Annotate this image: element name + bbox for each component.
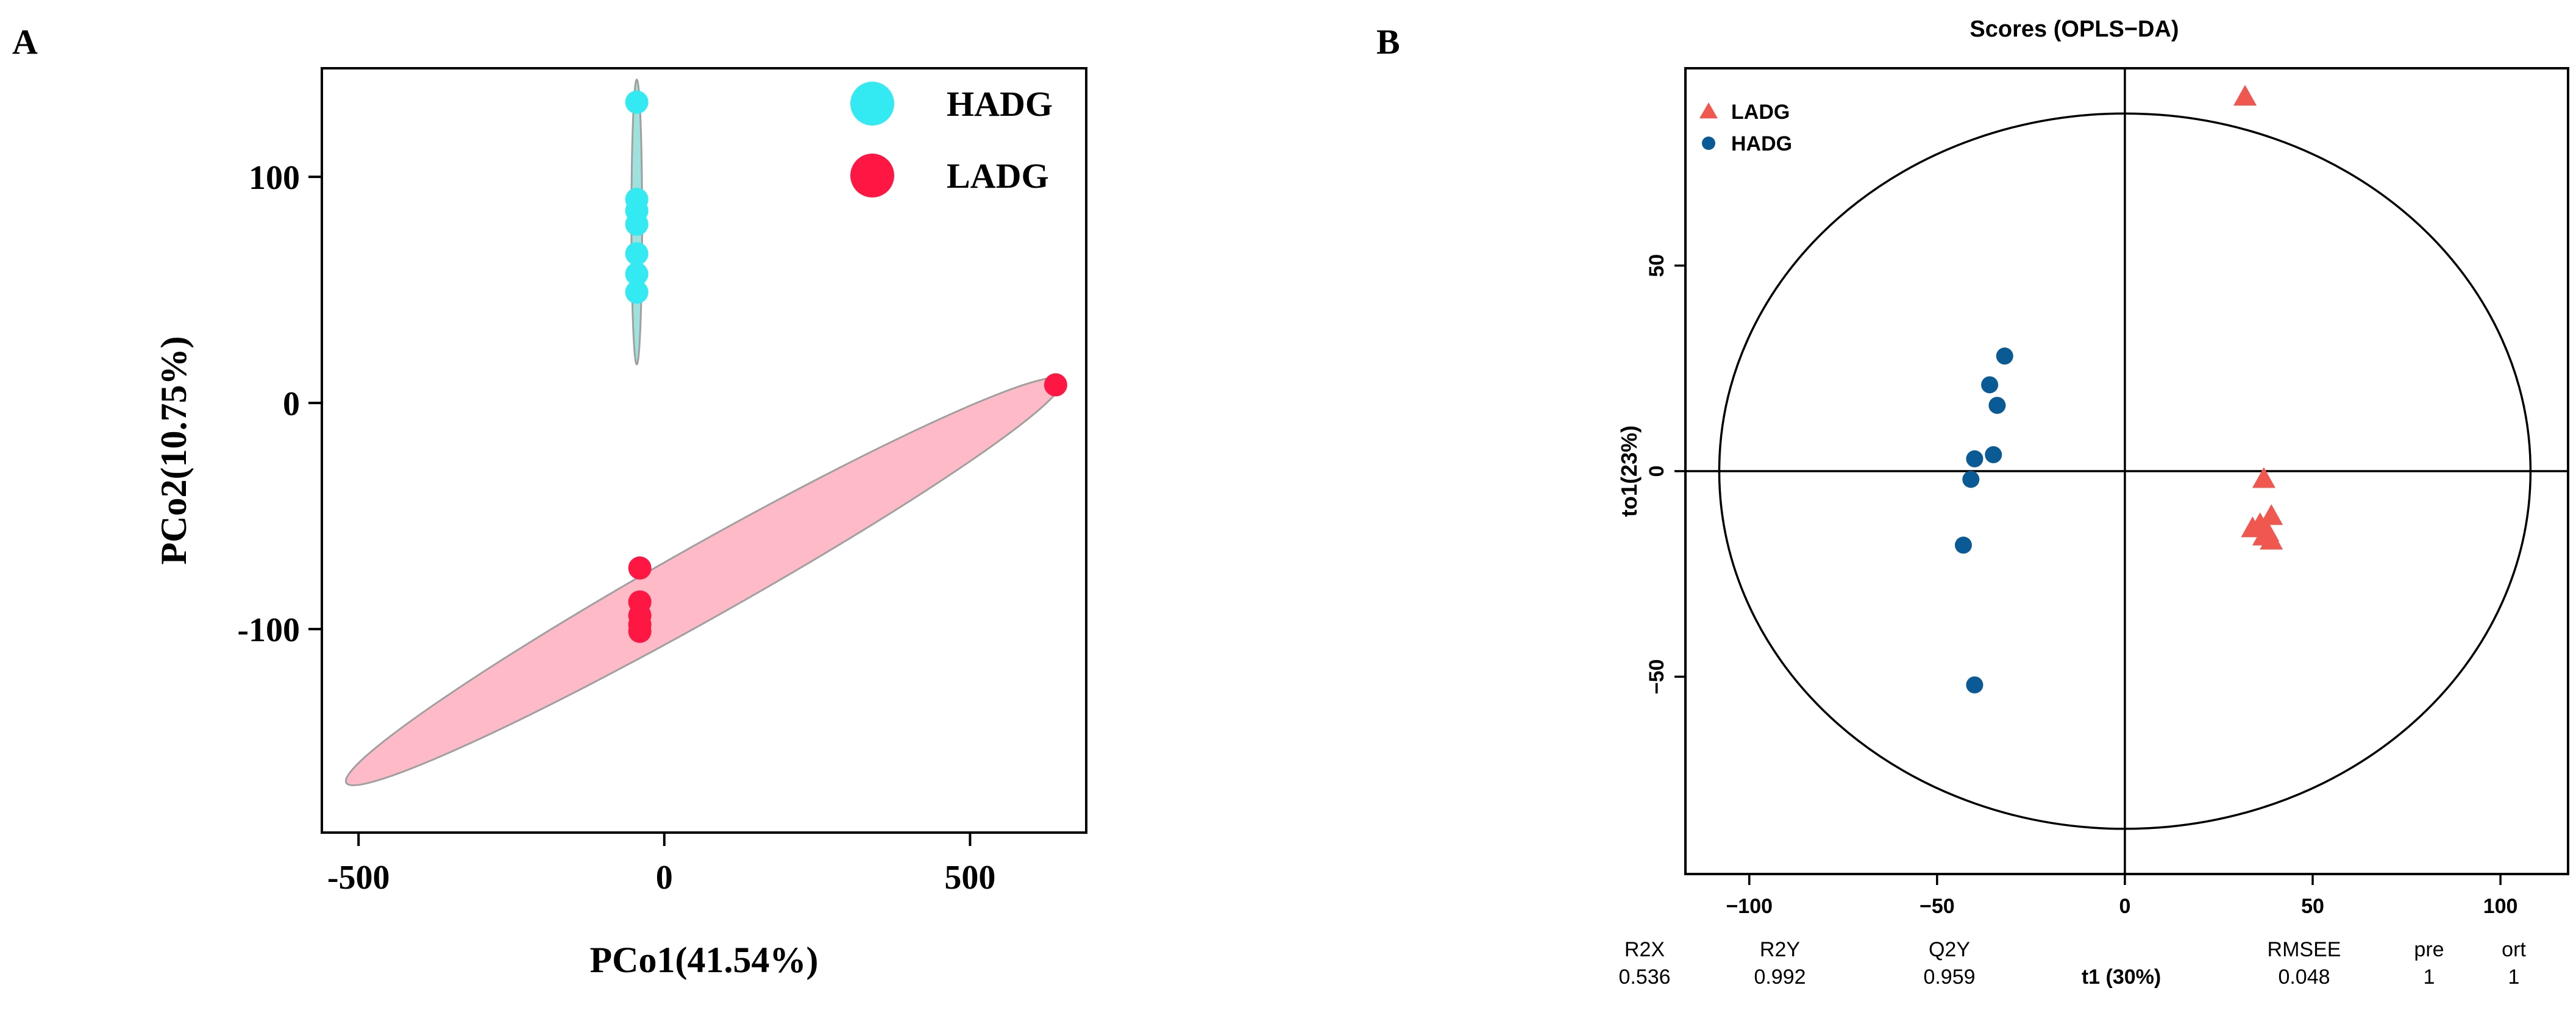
panel-b-point-hadg — [1954, 536, 1972, 554]
panel-a-x-tick-label: -500 — [327, 859, 390, 897]
panel-a-point-ladg — [628, 619, 652, 643]
panel-a-y-tick-label: 100 — [249, 159, 300, 197]
panel-b-x-tick-label: 0 — [2119, 895, 2130, 918]
panel-b-legend-label-ladg: LADG — [1731, 101, 1790, 124]
panel-a-ellipse-ladg — [344, 377, 1064, 786]
panel-b-point-ladg — [2260, 504, 2283, 525]
panel-b-legend-marker-hadg — [1702, 137, 1715, 150]
panel-a-point-ladg — [1044, 373, 1067, 397]
panel-b-legend-label-hadg: HADG — [1731, 132, 1792, 155]
panel-b-legend-marker-ladg — [1699, 102, 1718, 119]
panel-a-point-hadg — [625, 212, 649, 236]
panel-a-x-tick-label: 500 — [944, 859, 995, 897]
panel-a-legend: HADG LADG — [850, 82, 1053, 197]
panel-a-y-tick-label: -100 — [237, 611, 300, 649]
panel-b-x-tick-label: −100 — [1726, 895, 1773, 918]
panel-b-y-tick-label: 50 — [1645, 254, 1668, 277]
panel-a-legend-marker-ladg — [850, 154, 894, 197]
panel-b-metric-value: 0.959 — [1923, 965, 1975, 989]
panel-b-x-tick-label: 100 — [2483, 895, 2518, 918]
panel-b-metric-value: 1 — [2508, 965, 2520, 989]
panel-b-point-hadg — [1962, 471, 1980, 488]
panel-b-x-axis-label: t1 (30%) — [2082, 965, 2161, 989]
panel-b-y-tick-label: 0 — [1645, 466, 1668, 477]
panel-b-point-hadg — [1981, 376, 1999, 394]
panel-a-pcoa-plot: -500 0 500 -100 0 100 HADG LADG PCo1(41.54%) P… — [154, 67, 1087, 980]
panel-a-legend-label-hadg: HADG — [947, 84, 1053, 124]
panel-b-y-axis-label: to1(23%) — [1617, 425, 1642, 517]
panel-a-points — [625, 90, 1067, 643]
panel-a-legend-label-ladg: LADG — [947, 156, 1049, 196]
panel-b-metric-value: 0.048 — [2278, 965, 2330, 989]
panel-b-oplsda-plot: Scores (OPLS−DA) −100 −50 0 50 100 −50 0 50 LAD… — [1617, 16, 2569, 989]
panel-b-point-hadg — [1966, 676, 1984, 694]
panel-b-metric-value: 0.992 — [1754, 965, 1806, 989]
panel-b-metric-header: Q2Y — [1929, 938, 1970, 961]
panel-b-metric-value: 0.536 — [1618, 965, 1670, 989]
panel-a-plot-frame — [321, 67, 1087, 834]
panel-b-metric-header: ort — [2502, 938, 2526, 961]
panel-a-ticks: -500 0 500 -100 0 100 — [237, 159, 995, 897]
panel-b-metric-header: pre — [2414, 938, 2444, 961]
panel-b-metric-header: RMSEE — [2268, 938, 2341, 961]
panel-b-metric-header: R2Y — [1760, 938, 1800, 961]
panel-b-point-hadg — [1985, 446, 2002, 464]
panel-b-metric-value: 1 — [2424, 965, 2435, 989]
panel-b-title: Scores (OPLS−DA) — [1969, 16, 2179, 42]
panel-a-x-axis-label: PCo1(41.54%) — [590, 940, 819, 980]
panel-a-legend-marker-hadg — [850, 82, 894, 126]
panel-a-point-hadg — [625, 242, 649, 266]
panel-b-reference-lines — [1685, 68, 2568, 874]
panel-b-metric-header: R2X — [1624, 938, 1665, 961]
panel-a-y-tick-label: 0 — [283, 385, 300, 423]
panel-b-point-ladg — [2241, 516, 2265, 538]
panel-a-y-axis-label: PCo2(10.75%) — [154, 336, 194, 565]
panel-a-point-hadg — [625, 280, 649, 304]
panel-label-a: A — [12, 22, 38, 62]
panel-b-point-ladg — [2260, 528, 2283, 550]
panel-a-point-hadg — [625, 90, 649, 114]
panel-b-point-ladg — [2252, 467, 2275, 488]
panel-b-point-ladg — [2233, 85, 2257, 106]
panel-a-point-hadg — [625, 262, 649, 286]
panel-a-x-tick-label: 0 — [656, 859, 673, 897]
panel-b-x-tick-label: 50 — [2301, 895, 2324, 918]
panel-label-b: B — [1376, 22, 1400, 62]
panel-b-hotelling-ellipse — [1718, 112, 2532, 830]
panel-b-point-hadg — [1996, 347, 2013, 365]
panel-b-point-hadg — [1988, 397, 2006, 414]
panel-b-x-tick-label: −50 — [1920, 895, 1955, 918]
panel-b-y-tick-label: −50 — [1645, 659, 1668, 694]
panel-b-legend: LADG HADG — [1699, 101, 1792, 155]
panel-b-point-hadg — [1966, 450, 1984, 467]
panel-b-ticks: −100 −50 0 50 100 −50 0 50 — [1645, 254, 2517, 918]
panel-a-point-ladg — [628, 556, 652, 580]
panel-b-metrics-table: R2X 0.536 R2Y 0.992 Q2Y 0.959 RMSEE 0.048 pre 1 or… — [1618, 938, 2526, 989]
panel-b-points — [1954, 85, 2283, 694]
